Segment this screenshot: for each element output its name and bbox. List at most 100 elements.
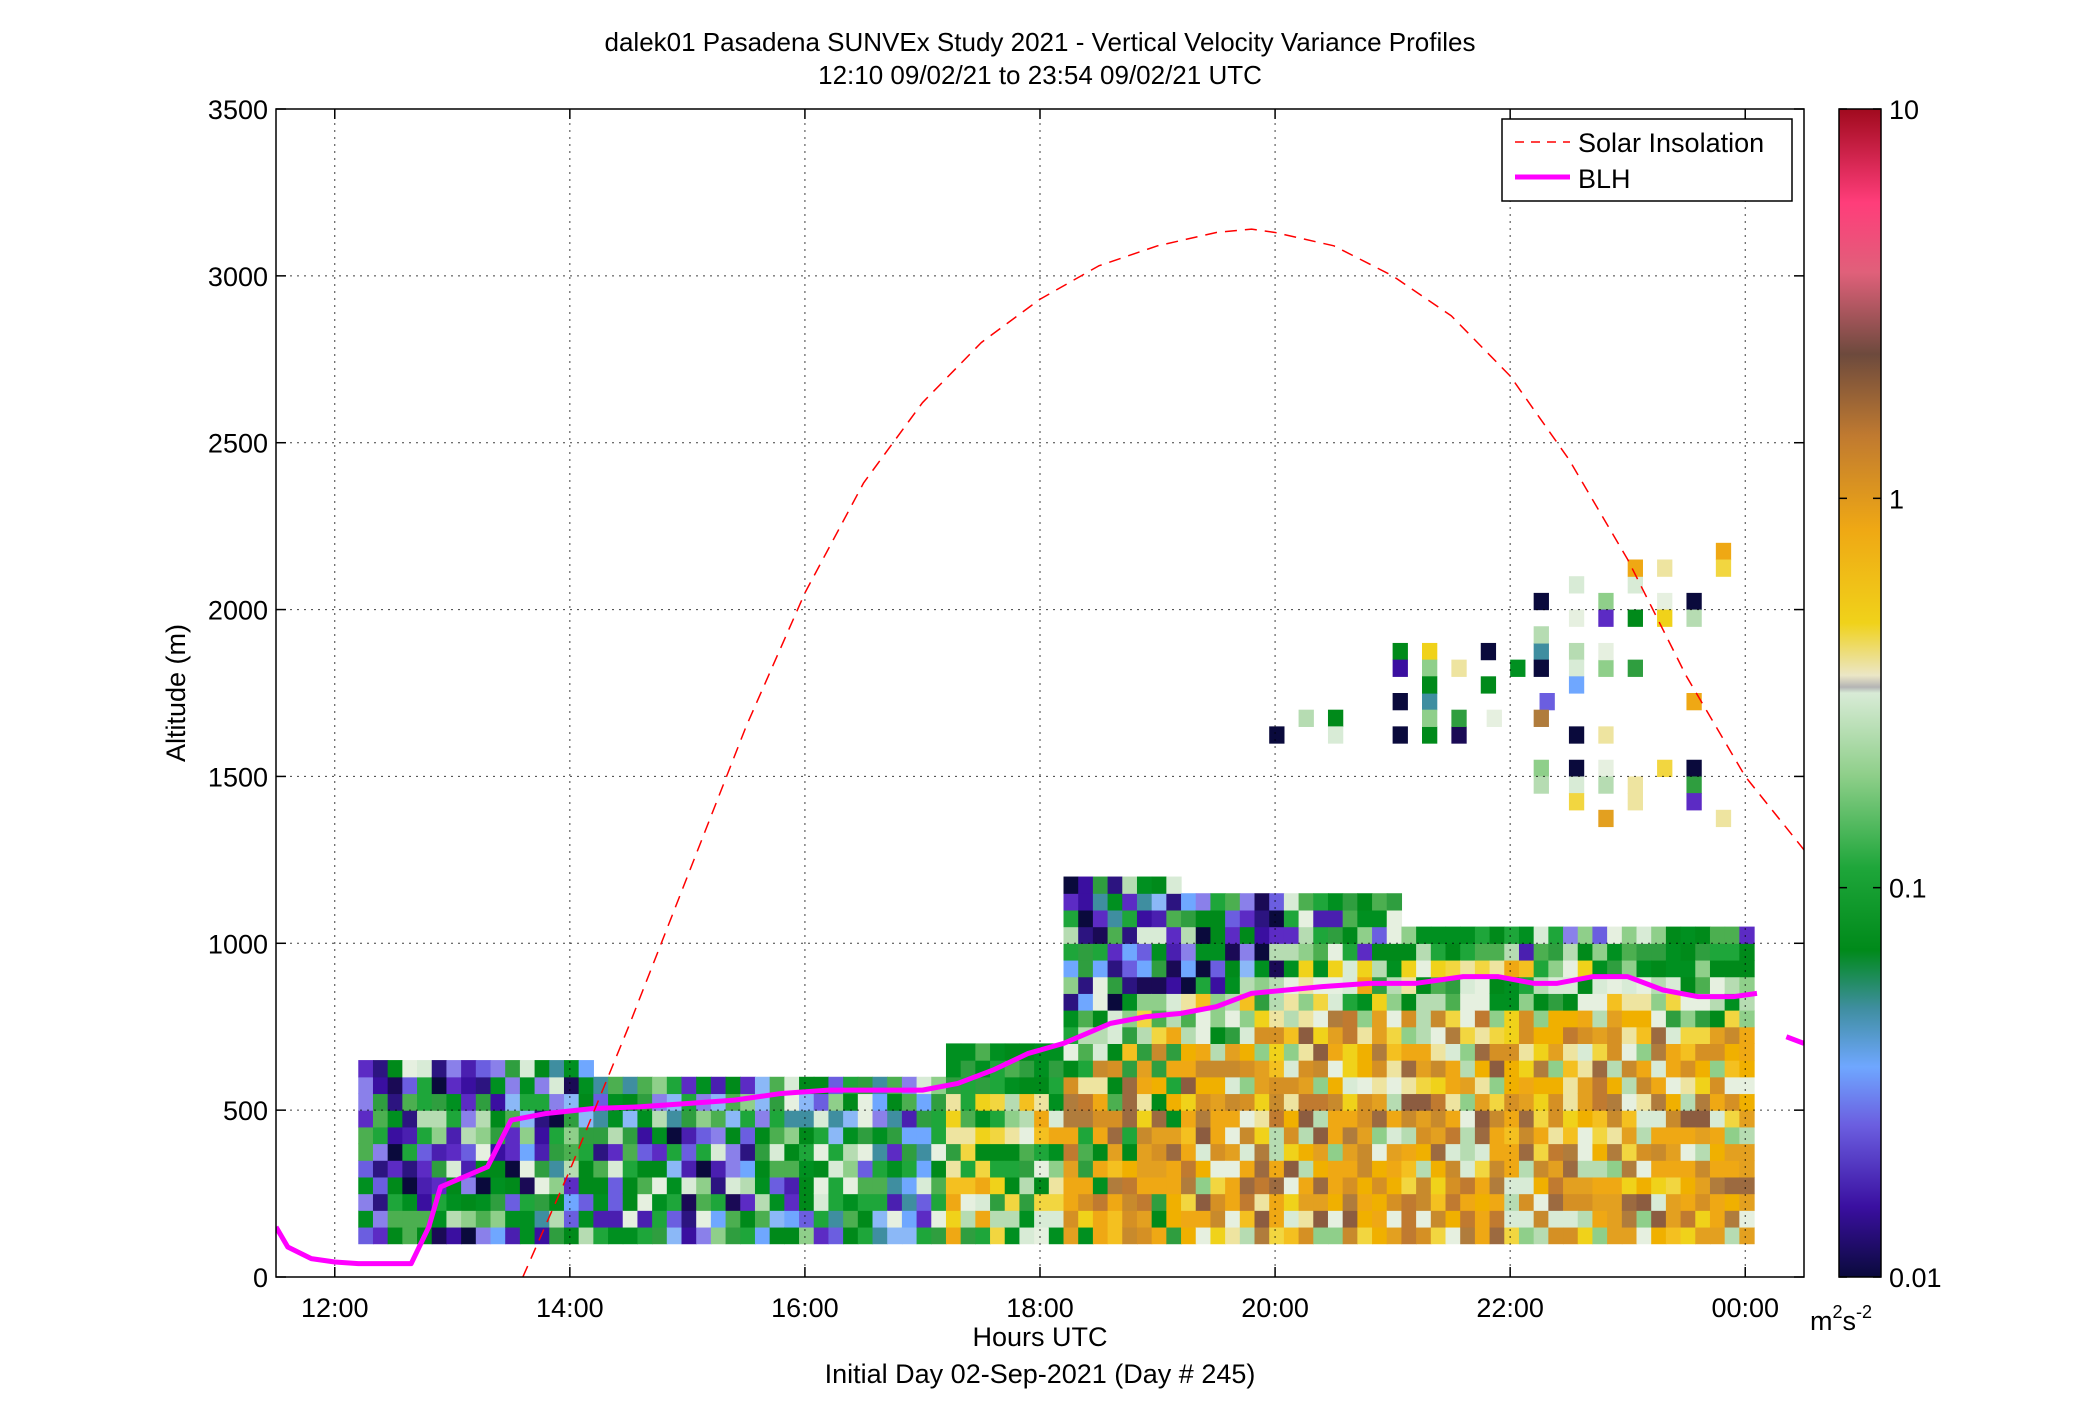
heatmap-cell-557 xyxy=(1092,1210,1109,1228)
heatmap-cell-272 xyxy=(725,1126,741,1145)
heatmap-cell-362 xyxy=(857,1126,874,1145)
heatmap-cell-1030 xyxy=(1416,1093,1432,1111)
heatmap-cell-960 xyxy=(1357,893,1373,911)
heatmap-cell-1481 xyxy=(1533,659,1549,677)
heatmap-cell-875 xyxy=(1298,909,1314,928)
heatmap-cell-315 xyxy=(784,1076,800,1095)
heatmap-cell-451 xyxy=(975,1043,991,1061)
heatmap-cell-1275 xyxy=(1607,1126,1623,1145)
heatmap-cell-1486 xyxy=(1627,659,1643,677)
heatmap-cell-1487 xyxy=(1568,676,1585,694)
heatmap-cell-1194 xyxy=(1548,1210,1564,1228)
heatmap-cell-571 xyxy=(1092,976,1109,994)
heatmap-cell-187 xyxy=(608,1210,624,1228)
heatmap-cell-667 xyxy=(1166,1210,1182,1228)
heatmap-cell-1182 xyxy=(1533,1093,1549,1111)
heatmap-cell-684 xyxy=(1166,926,1182,944)
x-tick-label-1: 14:00 xyxy=(536,1293,604,1323)
heatmap-cell-777 xyxy=(1239,1143,1256,1161)
heatmap-cell-1164 xyxy=(1518,1076,1535,1095)
heatmap-cell-549 xyxy=(1078,976,1094,994)
heatmap-cell-1020 xyxy=(1401,943,1417,961)
heatmap-cell-857 xyxy=(1298,1210,1314,1228)
heatmap-cell-1326 xyxy=(1651,1226,1667,1245)
heatmap-cell-1104 xyxy=(1474,1126,1491,1145)
heatmap-cell-756 xyxy=(1225,1143,1241,1161)
heatmap-cell-1236 xyxy=(1577,1143,1594,1161)
heatmap-cell-368 xyxy=(872,1193,888,1211)
heatmap-cell-1019 xyxy=(1401,959,1417,978)
heatmap-cell-862 xyxy=(1298,1126,1314,1145)
heatmap-cell-1300 xyxy=(1621,1026,1638,1044)
heatmap-cell-31 xyxy=(387,1076,403,1095)
heatmap-cell-40 xyxy=(402,1110,418,1128)
heatmap-cell-43 xyxy=(402,1060,418,1078)
heatmap-cell-82 xyxy=(461,1143,477,1161)
y-axis-label: Altitude (m) xyxy=(161,624,191,762)
heatmap-cell-1504 xyxy=(1627,559,1643,577)
heatmap-cell-775 xyxy=(1239,1176,1256,1195)
heatmap-cell-1174 xyxy=(1533,1226,1549,1245)
heatmap-cell-1442 xyxy=(1739,1193,1755,1211)
heatmap-cell-832 xyxy=(1269,926,1285,944)
heatmap-cell-76 xyxy=(446,1060,462,1078)
heatmap-cell-914 xyxy=(1327,959,1344,978)
heatmap-cell-1034 xyxy=(1416,1026,1432,1044)
heatmap-cell-323 xyxy=(799,1110,815,1128)
heatmap-cell-340 xyxy=(828,1160,844,1178)
heatmap-cell-158 xyxy=(563,1160,580,1178)
x-tick-label-2: 16:00 xyxy=(771,1293,839,1323)
heatmap-cell-967 xyxy=(1372,1126,1388,1145)
heatmap-cell-1261 xyxy=(1592,1043,1608,1061)
heatmap-cell-1444 xyxy=(1739,1160,1755,1178)
heatmap-cell-815 xyxy=(1269,1210,1285,1228)
heatmap-cell-1089 xyxy=(1460,1060,1476,1078)
heatmap-cell-1403 xyxy=(1709,1210,1726,1228)
heatmap-cell-931 xyxy=(1342,1026,1358,1044)
heatmap-cell-1408 xyxy=(1709,1126,1726,1145)
heatmap-cell-1391 xyxy=(1695,1093,1711,1111)
heatmap-cell-1113 xyxy=(1474,976,1491,994)
heatmap-cell-917 xyxy=(1327,909,1344,928)
heatmap-cell-920 xyxy=(1342,1210,1358,1228)
heatmap-cell-901 xyxy=(1327,1176,1344,1195)
heatmap-cell-349 xyxy=(843,1176,859,1195)
heatmap-cell-210 xyxy=(637,1160,653,1178)
heatmap-cell-1513 xyxy=(1686,759,1702,778)
heatmap-cell-492 xyxy=(1034,1160,1050,1178)
heatmap-cell-300 xyxy=(769,1160,785,1178)
heatmap-cell-1372 xyxy=(1680,1093,1696,1111)
heatmap-cell-648 xyxy=(1151,1160,1167,1178)
heatmap-cell-889 xyxy=(1313,1026,1329,1044)
heatmap-cell-79 xyxy=(461,1193,477,1211)
heatmap-cell-1279 xyxy=(1607,1060,1623,1078)
heatmap-cell-751 xyxy=(1225,1226,1241,1245)
heatmap-cell-945 xyxy=(1357,1143,1373,1161)
heatmap-cell-32 xyxy=(387,1060,403,1078)
heatmap-cell-1311 xyxy=(1636,1160,1652,1178)
heatmap-cell-106 xyxy=(490,1110,506,1128)
heatmap-cell-217 xyxy=(652,1210,668,1228)
heatmap-cell-205 xyxy=(622,1076,639,1095)
heatmap-cell-248 xyxy=(696,1193,712,1211)
heatmap-cell-1088 xyxy=(1460,1076,1476,1095)
heatmap-cell-329 xyxy=(813,1176,830,1195)
heatmap-cell-1064 xyxy=(1445,1160,1461,1178)
heatmap-cell-752 xyxy=(1225,1210,1241,1228)
heatmap-cell-110 xyxy=(505,1226,521,1245)
heatmap-cell-538 xyxy=(1078,1160,1094,1178)
heatmap-cell-203 xyxy=(622,1110,639,1128)
heatmap-cell-1453 xyxy=(1739,1010,1755,1028)
heatmap-cell-526 xyxy=(1063,993,1079,1011)
heatmap-cell-73 xyxy=(446,1110,462,1128)
heatmap-cell-478 xyxy=(1019,1193,1035,1211)
heatmap-cell-910 xyxy=(1327,1026,1344,1044)
heatmap-cell-1118 xyxy=(1489,1210,1505,1228)
heatmap-cell-1505 xyxy=(1657,559,1673,577)
heatmap-cell-506 xyxy=(1048,1126,1065,1145)
heatmap-cell-299 xyxy=(769,1176,785,1195)
heatmap-cell-1157 xyxy=(1518,1193,1535,1211)
heatmap-cell-745 xyxy=(1210,976,1226,994)
heatmap-cell-767 xyxy=(1225,959,1241,978)
heatmap-cell-401 xyxy=(916,1143,932,1161)
